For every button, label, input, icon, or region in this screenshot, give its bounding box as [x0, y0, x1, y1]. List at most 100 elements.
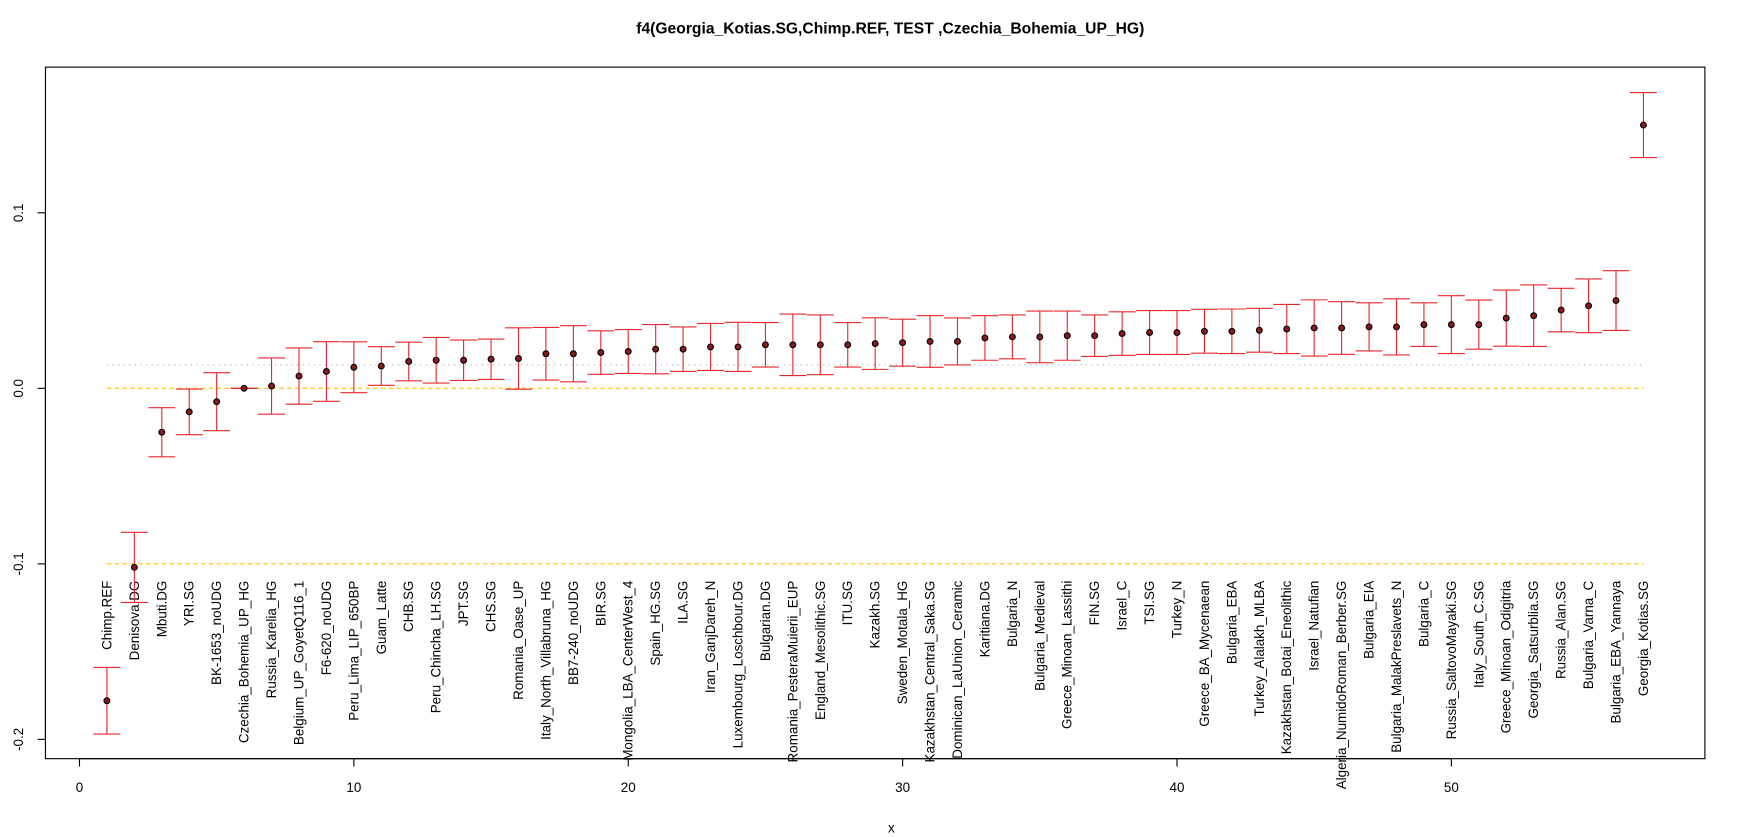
- category-label: Bulgaria_N: [1005, 581, 1020, 647]
- point: [515, 355, 522, 362]
- category-label: Spain_HG.SG: [648, 581, 663, 666]
- category-label: BK-1653_noUDG: [209, 581, 224, 685]
- point: [844, 341, 852, 349]
- point: [652, 345, 660, 353]
- category-label: Russia_Karelia_HG: [264, 581, 279, 699]
- category-label: Sweden_Motala_HG: [895, 581, 910, 705]
- category-label: Bulgaria_EBA: [1224, 581, 1239, 665]
- point: [213, 398, 221, 406]
- category-label: Israel_Natufian: [1307, 581, 1322, 671]
- point: [130, 563, 138, 571]
- y-tick-label: 0.1: [11, 203, 26, 222]
- category-label: Israel_C: [1115, 580, 1130, 630]
- category-label: Kazakh.SG: [868, 581, 883, 649]
- point: [1173, 329, 1181, 336]
- category-label: Russia_Alan.SG: [1554, 581, 1569, 679]
- category-label: Russia_SaltovoMayaki.SG: [1444, 581, 1459, 740]
- category-label: Bulgaria_EBA_Yannaya: [1608, 580, 1623, 723]
- point: [103, 697, 111, 705]
- point: [1612, 297, 1620, 305]
- category-label: Peru_Lima_LIP_650BP: [346, 581, 361, 721]
- point: [1228, 327, 1236, 335]
- category-label: Greece_BA_Mycenaean: [1197, 581, 1212, 727]
- point: [1420, 321, 1428, 329]
- point: [432, 356, 440, 364]
- category-label: BB7-240_noUDG: [566, 581, 581, 685]
- point: [1365, 323, 1373, 331]
- point: [1585, 302, 1593, 310]
- x-tick-label: 50: [1444, 780, 1459, 795]
- point: [789, 341, 797, 349]
- category-label: Belgium_UP_GoyetQ116_1: [291, 581, 306, 745]
- point: [1283, 325, 1291, 333]
- category-label: Mbuti.DG: [154, 581, 169, 638]
- category-label: Italy_South_C.SG: [1471, 581, 1486, 688]
- category-label: CHB.SG: [401, 581, 416, 632]
- point: [405, 358, 413, 365]
- point: [707, 343, 715, 351]
- point: [185, 408, 193, 416]
- category-label: Guam_Latte: [374, 581, 389, 655]
- point: [871, 340, 879, 348]
- x-tick-label: 0: [76, 780, 83, 795]
- category-label: Mongolia_LBA_CenterWest_4: [621, 580, 636, 761]
- point: [1118, 330, 1126, 338]
- category-label: Romania_PesteraMuierii_EUP: [785, 581, 800, 763]
- category-label: Greece_Minoan_Lassithi: [1060, 581, 1075, 729]
- category-label: Iran_GanjDareh_N: [703, 581, 718, 694]
- category-label: Bulgaria_Varna_C: [1581, 580, 1596, 689]
- point: [158, 428, 166, 436]
- point: [1557, 306, 1565, 314]
- category-label: BIR.SG: [593, 581, 608, 626]
- category-label: Greece_Minoan_Odigitria: [1499, 580, 1514, 733]
- category-label: F6-620_noUDG: [319, 581, 334, 676]
- point: [295, 372, 303, 380]
- category-label: Kazakhstan_Botai_Eneolithic: [1279, 580, 1294, 754]
- category-label: Bulgaria_C: [1416, 580, 1431, 647]
- point: [460, 356, 468, 364]
- point: [597, 349, 605, 356]
- category-label: Turkey_Alalakh_MLBA: [1252, 581, 1267, 717]
- point: [981, 334, 989, 342]
- point: [761, 341, 769, 349]
- category-label: TSI.SG: [1142, 581, 1157, 625]
- category-label: ITU.SG: [840, 581, 855, 626]
- point: [569, 350, 577, 358]
- category-label: Turkey_N: [1169, 581, 1184, 639]
- x-tick-label: 30: [895, 780, 910, 795]
- category-label: Luxembourg_Loschbour.DG: [730, 581, 745, 749]
- y-tick-label: -0.2: [11, 728, 26, 751]
- x-tick-label: 20: [621, 780, 636, 795]
- category-label: YRI.SG: [182, 581, 197, 626]
- point: [377, 362, 385, 370]
- point: [1530, 312, 1538, 320]
- point: [1338, 324, 1346, 332]
- category-label: Czechia_Bohemia_UP_HG: [237, 581, 252, 743]
- x-tick-label: 10: [346, 780, 361, 795]
- point: [322, 368, 330, 375]
- point: [1200, 327, 1208, 335]
- category-label: Bulgaria_Medieval: [1032, 581, 1047, 691]
- point: [816, 341, 824, 349]
- category-label: Italy_North_Villabruna_HG: [538, 581, 553, 740]
- x-axis-label: x: [888, 821, 895, 836]
- point: [624, 348, 632, 355]
- category-label: JPT.SG: [456, 581, 471, 626]
- category-label: Georgia_Kotias.SG: [1636, 581, 1651, 697]
- point: [1502, 314, 1510, 322]
- category-label: Bulgaria_MalakPreslavets_N: [1389, 581, 1404, 753]
- x-tick-label: 40: [1170, 780, 1185, 795]
- point: [1146, 329, 1154, 336]
- category-label: Dominican_LaUnion_Ceramic: [950, 580, 965, 758]
- category-label: Chimp.REF: [99, 581, 114, 650]
- point: [734, 343, 742, 351]
- point: [1393, 323, 1400, 331]
- y-tick-label: 0.0: [11, 379, 26, 398]
- point: [1639, 121, 1647, 129]
- point: [1008, 333, 1016, 341]
- category-label: Peru_Chincha_LH.SG: [429, 581, 444, 714]
- point: [487, 355, 495, 363]
- category-label: Karitiana.DG: [977, 581, 992, 658]
- point: [542, 350, 550, 358]
